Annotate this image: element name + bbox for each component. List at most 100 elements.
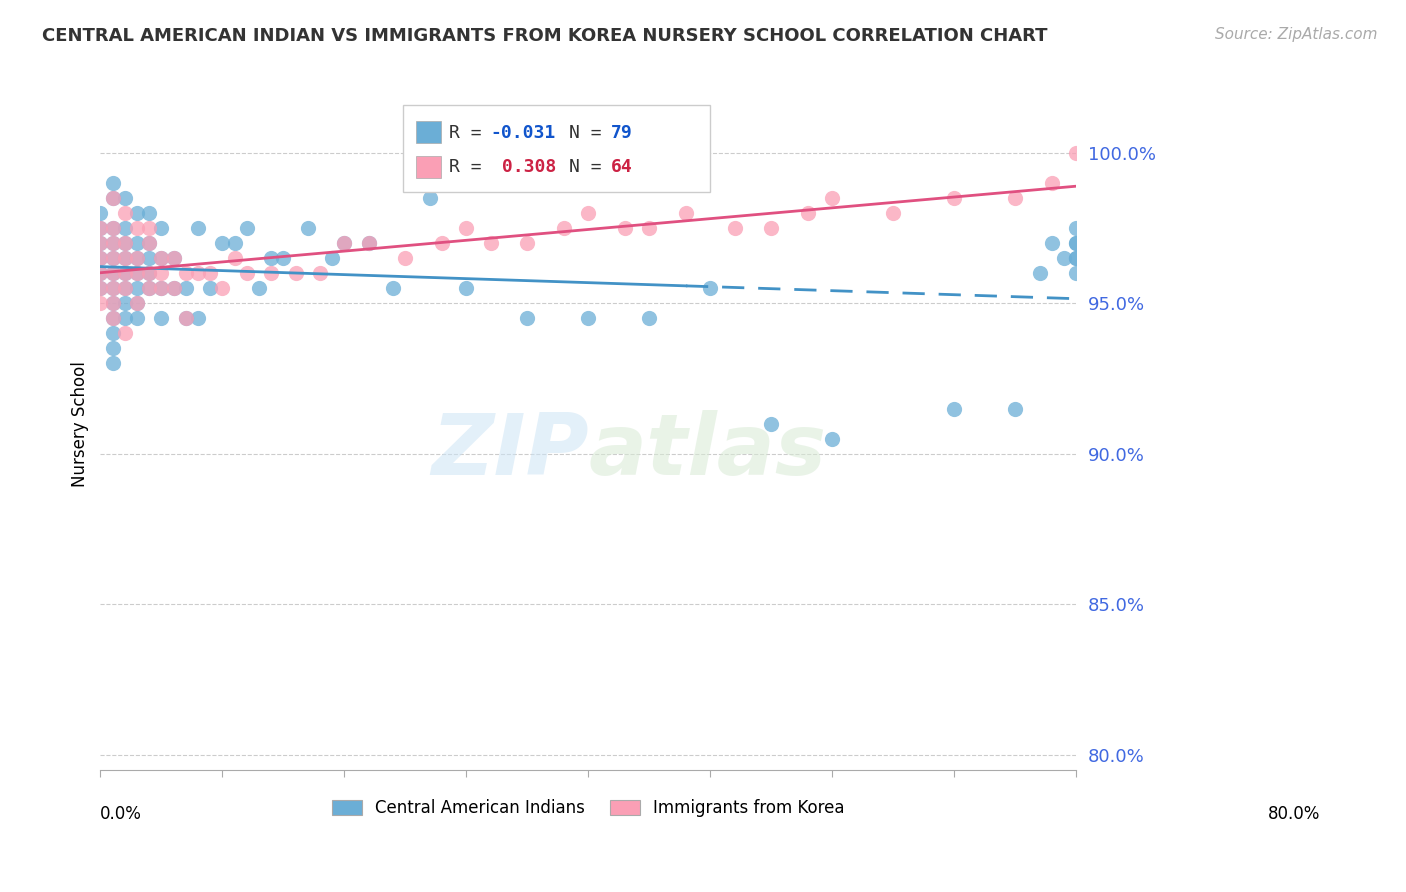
Point (1066, 266, 1088, 280)
Point (576, 206, 599, 220)
Point (89, 281, 111, 295)
Point (516, 235, 538, 250)
Point (456, 221, 478, 235)
FancyBboxPatch shape (404, 105, 710, 192)
Point (138, 266, 160, 280)
Point (89, 266, 111, 280)
Point (174, 281, 197, 295)
Point (211, 235, 233, 250)
Text: ZIP: ZIP (430, 410, 588, 493)
Point (138, 235, 160, 250)
Point (125, 311, 148, 326)
Point (125, 235, 148, 250)
Point (125, 266, 148, 280)
Point (224, 251, 246, 265)
Point (187, 266, 209, 280)
Point (125, 296, 148, 310)
Point (357, 235, 380, 250)
Point (430, 235, 453, 250)
Point (1053, 251, 1076, 265)
Point (150, 251, 173, 265)
Point (211, 281, 233, 295)
Point (125, 266, 148, 280)
Text: N =: N = (569, 159, 613, 177)
Point (1040, 176, 1063, 190)
Point (101, 251, 124, 265)
Text: R =: R = (449, 124, 492, 142)
Point (101, 251, 124, 265)
Point (114, 281, 136, 295)
Point (89, 281, 111, 295)
Text: 0.0%: 0.0% (100, 805, 142, 822)
Point (1066, 251, 1088, 265)
Point (125, 251, 148, 265)
Point (284, 266, 307, 280)
Point (198, 266, 221, 280)
Point (89, 221, 111, 235)
Point (236, 266, 259, 280)
Point (150, 251, 173, 265)
Point (882, 206, 904, 220)
Point (260, 251, 283, 265)
Point (114, 251, 136, 265)
Point (101, 235, 124, 250)
Point (138, 206, 160, 220)
Point (125, 206, 148, 220)
Point (614, 221, 637, 235)
Point (114, 191, 136, 205)
Point (576, 311, 599, 326)
Point (162, 251, 184, 265)
Point (638, 311, 661, 326)
Point (101, 266, 124, 280)
Point (114, 311, 136, 326)
Point (101, 191, 124, 205)
Point (1066, 235, 1088, 250)
Point (89, 221, 111, 235)
Point (224, 235, 246, 250)
Point (89, 251, 111, 265)
Point (675, 206, 697, 220)
Text: R =: R = (449, 159, 492, 177)
FancyBboxPatch shape (416, 121, 441, 144)
Point (101, 311, 124, 326)
Point (101, 221, 124, 235)
Point (309, 266, 332, 280)
Point (797, 206, 820, 220)
Point (1004, 401, 1026, 416)
Y-axis label: Nursery School: Nursery School (72, 360, 89, 487)
Point (479, 235, 502, 250)
Point (821, 432, 844, 446)
Point (89, 206, 111, 220)
Point (174, 311, 197, 326)
Point (150, 266, 173, 280)
Point (394, 251, 416, 265)
Point (516, 311, 538, 326)
Point (333, 235, 356, 250)
Point (273, 251, 295, 265)
Point (125, 221, 148, 235)
Point (114, 326, 136, 341)
Point (150, 311, 173, 326)
Point (162, 251, 184, 265)
Text: CENTRAL AMERICAN INDIAN VS IMMIGRANTS FROM KOREA NURSERY SCHOOL CORRELATION CHAR: CENTRAL AMERICAN INDIAN VS IMMIGRANTS FR… (42, 27, 1047, 45)
Point (101, 281, 124, 295)
Point (89, 296, 111, 310)
Point (1066, 251, 1088, 265)
Point (1004, 191, 1026, 205)
Point (114, 266, 136, 280)
Point (114, 266, 136, 280)
Point (138, 266, 160, 280)
Point (89, 235, 111, 250)
Point (101, 266, 124, 280)
Point (101, 191, 124, 205)
Point (174, 311, 197, 326)
Point (382, 281, 405, 295)
Point (1066, 145, 1088, 160)
Point (162, 281, 184, 295)
Point (260, 266, 283, 280)
Point (89, 251, 111, 265)
Point (1029, 266, 1052, 280)
Point (101, 281, 124, 295)
Point (553, 221, 575, 235)
Point (162, 281, 184, 295)
